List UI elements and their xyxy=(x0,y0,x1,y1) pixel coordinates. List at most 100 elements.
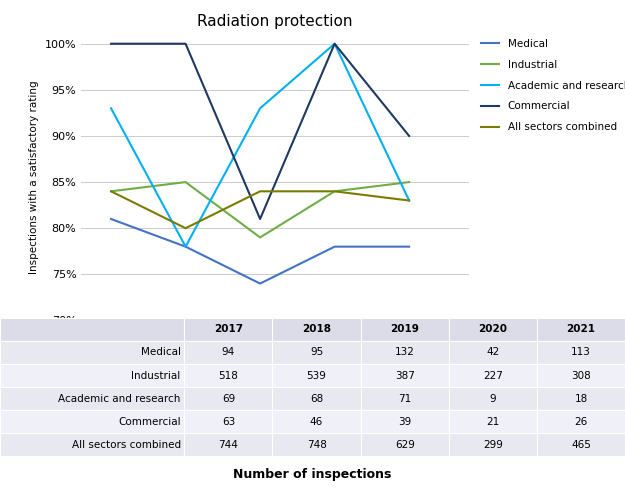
Line: Academic and research: Academic and research xyxy=(111,44,409,246)
Line: Medical: Medical xyxy=(111,219,409,283)
Bar xyxy=(449,364,537,387)
Medical xyxy=(331,244,338,249)
Text: 46: 46 xyxy=(310,417,323,426)
Bar xyxy=(272,433,361,456)
Text: 113: 113 xyxy=(571,348,591,357)
Text: 71: 71 xyxy=(398,393,411,403)
Text: 744: 744 xyxy=(219,440,238,450)
Text: 69: 69 xyxy=(222,393,235,403)
Bar xyxy=(361,387,449,410)
Title: Radiation protection: Radiation protection xyxy=(198,14,352,29)
Text: 2019: 2019 xyxy=(390,324,419,334)
Commercial xyxy=(182,41,189,47)
Industrial xyxy=(182,179,189,185)
Text: 63: 63 xyxy=(222,417,235,426)
Academic and research xyxy=(331,41,338,47)
Bar xyxy=(449,387,537,410)
Text: 9: 9 xyxy=(489,393,496,403)
Bar xyxy=(361,433,449,456)
Commercial xyxy=(107,41,115,47)
Bar xyxy=(361,318,449,341)
Line: All sectors combined: All sectors combined xyxy=(111,191,409,228)
Text: 132: 132 xyxy=(395,348,414,357)
Text: 95: 95 xyxy=(310,348,323,357)
Industrial xyxy=(406,179,413,185)
Bar xyxy=(537,410,625,433)
Industrial xyxy=(107,188,115,194)
Bar xyxy=(361,364,449,387)
Bar xyxy=(272,410,361,433)
All sectors combined xyxy=(182,225,189,231)
Academic and research xyxy=(107,106,115,111)
Bar xyxy=(0,318,184,341)
Text: 42: 42 xyxy=(486,348,499,357)
Line: Industrial: Industrial xyxy=(111,182,409,238)
Text: 539: 539 xyxy=(307,371,326,381)
Text: 2021: 2021 xyxy=(566,324,596,334)
Bar xyxy=(537,433,625,456)
Text: 299: 299 xyxy=(483,440,502,450)
Commercial xyxy=(331,41,338,47)
Bar xyxy=(537,387,625,410)
Text: 2020: 2020 xyxy=(478,324,508,334)
Bar xyxy=(184,318,272,341)
Text: 629: 629 xyxy=(395,440,414,450)
Text: 21: 21 xyxy=(486,417,499,426)
Bar xyxy=(0,410,184,433)
Bar xyxy=(537,364,625,387)
Medical xyxy=(406,244,413,249)
Bar xyxy=(184,341,272,364)
Text: 518: 518 xyxy=(219,371,238,381)
Bar xyxy=(361,341,449,364)
Text: 465: 465 xyxy=(571,440,591,450)
Legend: Medical, Industrial, Academic and research, Commercial, All sectors combined: Medical, Industrial, Academic and resear… xyxy=(476,35,625,137)
Text: Commercial: Commercial xyxy=(118,417,181,426)
Text: 308: 308 xyxy=(571,371,591,381)
Text: 2017: 2017 xyxy=(214,324,243,334)
All sectors combined xyxy=(406,198,413,204)
Text: 227: 227 xyxy=(483,371,502,381)
Text: 68: 68 xyxy=(310,393,323,403)
Academic and research xyxy=(182,244,189,249)
Bar xyxy=(449,341,537,364)
Bar xyxy=(184,387,272,410)
Line: Commercial: Commercial xyxy=(111,44,409,219)
Bar xyxy=(0,364,184,387)
Industrial xyxy=(331,188,338,194)
Academic and research xyxy=(406,198,413,204)
Text: 748: 748 xyxy=(307,440,326,450)
Academic and research xyxy=(256,106,264,111)
Text: 26: 26 xyxy=(574,417,588,426)
All sectors combined xyxy=(107,188,115,194)
Bar xyxy=(272,318,361,341)
Text: All sectors combined: All sectors combined xyxy=(71,440,181,450)
Bar xyxy=(184,410,272,433)
Bar xyxy=(272,341,361,364)
Bar xyxy=(0,341,184,364)
Bar xyxy=(184,364,272,387)
Bar xyxy=(449,410,537,433)
Bar xyxy=(0,387,184,410)
Bar xyxy=(449,318,537,341)
Bar xyxy=(272,387,361,410)
Y-axis label: Inspections with a satisfactory rating: Inspections with a satisfactory rating xyxy=(29,81,39,274)
Bar xyxy=(361,410,449,433)
Bar xyxy=(0,433,184,456)
All sectors combined xyxy=(256,188,264,194)
Bar xyxy=(272,364,361,387)
Text: 2018: 2018 xyxy=(302,324,331,334)
Medical xyxy=(182,244,189,249)
Text: Industrial: Industrial xyxy=(131,371,181,381)
Medical xyxy=(107,216,115,222)
Text: 18: 18 xyxy=(574,393,588,403)
Text: 94: 94 xyxy=(222,348,235,357)
Text: 387: 387 xyxy=(395,371,414,381)
All sectors combined xyxy=(331,188,338,194)
Bar xyxy=(537,341,625,364)
Text: 39: 39 xyxy=(398,417,411,426)
Commercial xyxy=(406,133,413,139)
Text: Number of inspections: Number of inspections xyxy=(233,468,392,481)
Text: Academic and research: Academic and research xyxy=(58,393,181,403)
Industrial xyxy=(256,235,264,241)
Bar xyxy=(537,318,625,341)
